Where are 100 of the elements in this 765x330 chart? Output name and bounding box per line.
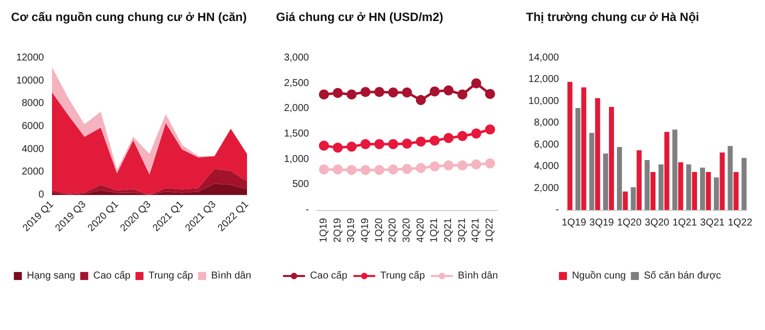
bar [595,98,600,210]
point [332,164,343,174]
x-tick-label: 1Q22 [728,218,753,228]
y-tick-label: - [306,204,309,216]
chart-title: Giá chung cư ở HN (USD/m2) [276,10,444,24]
x-tick-label: 1Q22 [484,218,496,242]
point [444,133,454,144]
y-tick-label: 1,000 [284,154,310,165]
bar [678,162,684,210]
bar [616,147,622,210]
point [318,89,329,100]
bar [686,164,692,210]
bar [622,192,628,210]
y-tick-label: 4000 [22,144,44,155]
legend-label: Số căn bán được [644,270,722,282]
bar [742,158,747,210]
point [430,136,440,146]
legend-label: Nguồn cung [572,270,626,282]
y-tick-label: 2,500 [284,78,310,89]
bar [706,172,711,210]
x-tick-label: 1Q21 [672,218,698,228]
point [402,87,412,98]
bar [714,177,719,210]
x-tick-label: 1Q20 [617,218,642,228]
y-tick-label: - [556,204,559,216]
point [416,136,426,147]
bar [658,164,664,210]
x-tick-label: 4Q19 [360,218,371,242]
y-tick-label: 10000 [16,75,44,86]
point [346,164,357,175]
point [318,140,329,151]
point [471,78,482,88]
chart-title: Thị trường chung cư ở Hà Nội [526,10,700,24]
y-tick-label: 2,000 [284,103,310,114]
y-tick-label: 1,500 [284,128,310,140]
legend-label: Bình dân [458,270,498,282]
bar [630,187,636,210]
bar [700,168,706,210]
y-tick-label: 6,000 [534,139,560,150]
x-tick-label: 2Q20 [388,218,399,242]
point [471,128,482,138]
y-tick-label: 8000 [22,98,44,110]
bar [692,172,698,210]
bar [672,130,678,210]
chart-title: Cơ cấu nguồn cung chung cư ở HN (căn) [11,10,247,24]
point [360,86,370,97]
x-tick-label: 1Q21 [429,218,440,242]
x-tick-label: 2Q21 [443,218,454,242]
y-tick-label: 14,000 [528,52,560,64]
x-tick-label: 3Q21 [700,218,726,228]
point [444,85,454,96]
point [457,160,468,170]
point [360,139,370,150]
bar [720,152,725,210]
legend-label: Trung cấp [148,270,194,282]
point [332,142,343,153]
point [402,138,412,149]
point [416,95,426,106]
x-tick-label: 3Q19 [589,218,614,228]
y-tick-label: 6000 [22,121,44,132]
x-tick-label: 1Q19 [318,218,330,242]
x-tick-label: 3Q21 [456,218,468,242]
y-tick-label: 12000 [16,52,44,64]
y-tick-label: 10,000 [528,96,560,107]
bar [581,87,586,210]
y-tick-label: 4,000 [534,161,560,172]
legend-label: Bình dân [211,270,252,282]
point [485,158,496,168]
point [388,87,398,98]
point [374,86,384,97]
legend-label: Hạng sang [26,270,76,282]
x-tick-label: 1Q20 [374,218,385,242]
x-tick-label: 4Q20 [415,218,426,242]
x-tick-label: 4Q21 [470,218,482,242]
bar [575,108,580,210]
y-tick-label: 0 [38,190,44,200]
point [485,124,496,134]
point [346,89,357,100]
bar [603,154,608,210]
point [402,164,412,174]
bar [664,132,670,210]
bar [589,132,594,210]
point [374,164,384,175]
point [318,164,329,174]
point [457,89,468,100]
y-tick-label: 2000 [22,166,44,178]
x-tick-label: 2Q19 [332,218,344,242]
point [388,139,398,150]
point [360,164,370,175]
y-tick-label: 8,000 [534,118,560,129]
x-tick-label: 3Q20 [644,218,670,228]
y-tick-label: 3,000 [284,52,310,64]
x-tick-label: 3Q19 [346,218,358,242]
legend-label: Cao cấp [310,270,348,282]
bar [734,172,739,210]
point [416,162,426,173]
point [485,88,496,99]
point [346,142,357,152]
bar [650,172,656,210]
point [471,159,482,170]
